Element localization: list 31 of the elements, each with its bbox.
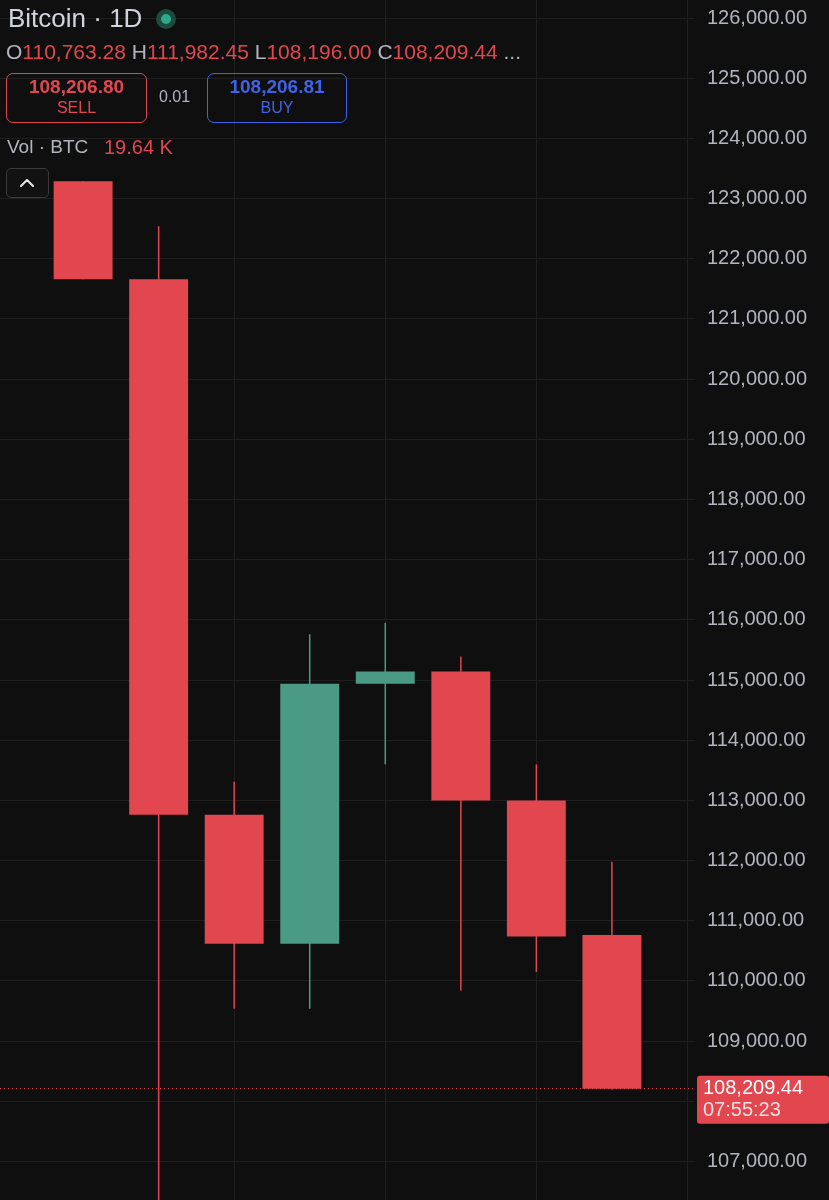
ref-line-label: 108,209.44 (703, 1076, 804, 1099)
annotation: 108,206.81 (228, 76, 326, 98)
y-tick-label: 115,000.00 (707, 667, 806, 690)
y-tick-label: 121,000.00 (707, 306, 808, 329)
y-tick-label: 107,000.00 (707, 1149, 808, 1171)
y-tick-label: 120,000.00 (707, 366, 808, 389)
y-tick-label: 116,000.00 (707, 607, 806, 630)
y-tick-label: 111,000.00 (707, 908, 805, 931)
y-tick-label: 126,000.00 (707, 5, 808, 28)
text: 07:55:23 (703, 1098, 781, 1121)
y-tick-label: 122,000.00 (707, 246, 808, 269)
annotation: 108,206.80 (27, 76, 126, 98)
annotation: Vol · BTC (7, 136, 89, 158)
y-tick-label: 114,000.00 (707, 727, 806, 750)
annotation: SELL (55, 99, 98, 117)
y-tick-label: 117,000.00 (707, 547, 806, 570)
candlestick (355, 622, 415, 766)
y-tick-label: 112,000.00 (707, 848, 806, 871)
y-tick-label: 119,000.00 (707, 426, 806, 449)
chart-title: Bitcoin · 1D (8, 3, 143, 34)
y-tick-label: 125,000.00 (707, 65, 808, 88)
y-tick-label: 118,000.00 (707, 487, 806, 510)
annotation: 19.64 K (104, 136, 173, 159)
text: O110,763.28 H111,982.45 L108,196.00 C108,209.44 ... (6, 40, 522, 63)
y-tick-label: 110,000.00 (707, 968, 806, 991)
annotation: BUY (259, 99, 295, 117)
y-tick-label: 113,000.00 (707, 787, 806, 810)
y-tick-label: 109,000.00 (707, 1028, 808, 1051)
annotation: 0.01 (159, 88, 191, 106)
y-tick-label: 124,000.00 (707, 125, 808, 148)
y-tick-label: 123,000.00 (707, 186, 808, 209)
